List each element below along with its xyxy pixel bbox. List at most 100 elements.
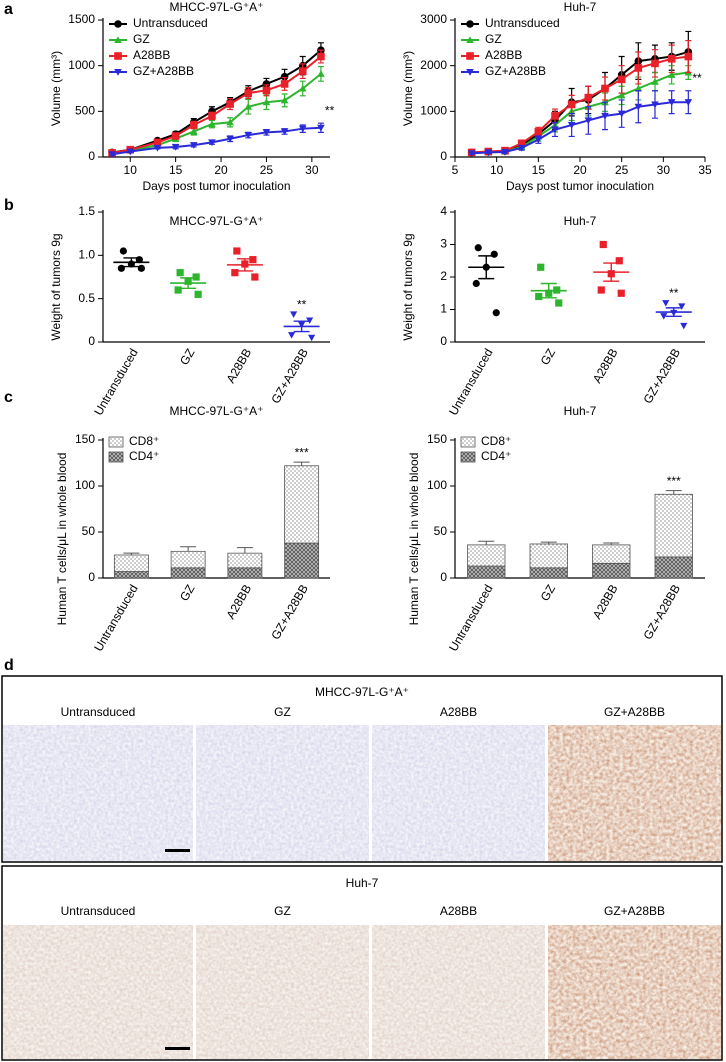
marker bbox=[192, 273, 200, 281]
marker bbox=[634, 84, 643, 92]
bar-segment bbox=[170, 550, 206, 569]
marker bbox=[190, 142, 198, 149]
legend-marker bbox=[114, 36, 122, 44]
bar-segment bbox=[467, 544, 506, 567]
legend-marker bbox=[114, 52, 122, 60]
marker bbox=[501, 148, 509, 156]
legend-marker bbox=[466, 68, 474, 76]
marker bbox=[233, 247, 241, 255]
marker bbox=[534, 136, 543, 144]
marker bbox=[290, 311, 298, 318]
image-label: GZ bbox=[274, 904, 291, 918]
x-tick-label: 20 bbox=[573, 163, 587, 177]
marker bbox=[317, 70, 325, 77]
legend-marker bbox=[114, 68, 122, 76]
y-tick-label: 1.0 bbox=[78, 248, 95, 262]
marker bbox=[171, 143, 180, 151]
annotation: ** bbox=[325, 103, 335, 117]
histology-title: MHCC-97L-G⁺A⁺ bbox=[315, 685, 409, 699]
marker bbox=[537, 263, 545, 271]
sem-bar bbox=[180, 277, 197, 289]
chart-title: MHCC-97L-G⁺A⁺ bbox=[169, 404, 263, 418]
marker bbox=[651, 77, 659, 85]
marker bbox=[651, 59, 659, 68]
panel-label: d bbox=[4, 657, 14, 674]
marker bbox=[317, 124, 325, 132]
image-label: A28BB bbox=[440, 705, 477, 719]
histology-image bbox=[548, 725, 721, 861]
legend-label: GZ+A28BB bbox=[485, 64, 546, 78]
chart-title: MHCC-97L-G⁺A⁺ bbox=[169, 214, 263, 228]
marker bbox=[190, 127, 198, 135]
marker bbox=[251, 273, 259, 281]
x-tick-label: GZ bbox=[177, 582, 197, 603]
marker bbox=[190, 121, 198, 129]
marker bbox=[280, 72, 289, 81]
marker bbox=[262, 98, 271, 106]
annotation: ** bbox=[669, 286, 679, 300]
series-line bbox=[471, 101, 689, 155]
sem-bar bbox=[478, 255, 495, 280]
x-tick-label: A28BB bbox=[223, 346, 254, 385]
panel-label: c bbox=[4, 389, 13, 406]
bar-segment bbox=[467, 565, 506, 579]
x-tick-label: 15 bbox=[532, 163, 546, 177]
y-tick-label: 3 bbox=[440, 237, 447, 251]
marker bbox=[244, 102, 253, 110]
legend-label: CD4⁺ bbox=[481, 449, 511, 463]
y-axis-label: Volume (mm³) bbox=[401, 51, 415, 126]
x-tick-label: Untransduced bbox=[91, 582, 140, 654]
scale-bar bbox=[165, 849, 190, 852]
annotation: ** bbox=[692, 71, 702, 85]
legend-label: CD8⁺ bbox=[129, 434, 159, 448]
y-tick-label: 2 bbox=[440, 269, 447, 283]
bar-segment bbox=[529, 567, 568, 579]
x-axis-label: Days post tumor inoculation bbox=[142, 179, 290, 193]
histology-title: Huh-7 bbox=[346, 876, 379, 890]
error-bar bbox=[603, 542, 620, 545]
marker bbox=[317, 52, 325, 61]
x-axis-label: Days post tumor inoculation bbox=[506, 179, 654, 193]
error-bar bbox=[236, 547, 253, 554]
error-bar bbox=[478, 540, 495, 545]
marker bbox=[126, 148, 135, 156]
legend-label: GZ bbox=[133, 32, 150, 46]
bar-segment bbox=[592, 544, 631, 564]
marker bbox=[226, 135, 234, 143]
sem-bar bbox=[665, 307, 682, 318]
y-axis-label: Weight of tumors 9g bbox=[401, 233, 415, 340]
bar-segment bbox=[654, 556, 693, 579]
y-tick-label: 50 bbox=[82, 524, 96, 538]
annotation: ** bbox=[297, 297, 307, 311]
sem-bar bbox=[293, 320, 310, 333]
marker bbox=[226, 100, 234, 108]
x-tick-label: A28BB bbox=[590, 346, 621, 385]
histology-image bbox=[372, 725, 545, 861]
bar-segment bbox=[227, 567, 263, 579]
marker bbox=[280, 128, 289, 136]
legend-label: Untransduced bbox=[485, 16, 560, 30]
marker bbox=[308, 334, 316, 342]
marker bbox=[667, 71, 676, 78]
y-tick-label: 0 bbox=[440, 570, 447, 584]
y-tick-label: 1500 bbox=[68, 12, 95, 26]
y-tick-label: 0 bbox=[440, 149, 447, 163]
bar-segment bbox=[113, 554, 149, 572]
marker bbox=[153, 144, 162, 152]
marker bbox=[208, 112, 216, 120]
marker bbox=[634, 103, 643, 111]
y-tick-label: 3000 bbox=[420, 12, 447, 26]
marker bbox=[244, 89, 253, 97]
error-bar bbox=[293, 461, 310, 466]
marker bbox=[484, 149, 493, 157]
marker bbox=[174, 286, 182, 294]
marker bbox=[108, 151, 116, 159]
chart-title: Huh-7 bbox=[564, 404, 597, 418]
marker bbox=[660, 313, 668, 320]
x-tick-label: Untransduced bbox=[446, 582, 495, 654]
legend-label: A28BB bbox=[133, 48, 170, 62]
x-tick-label: 15 bbox=[169, 163, 183, 177]
histology-box bbox=[1, 865, 723, 1061]
error-bar bbox=[665, 490, 682, 495]
